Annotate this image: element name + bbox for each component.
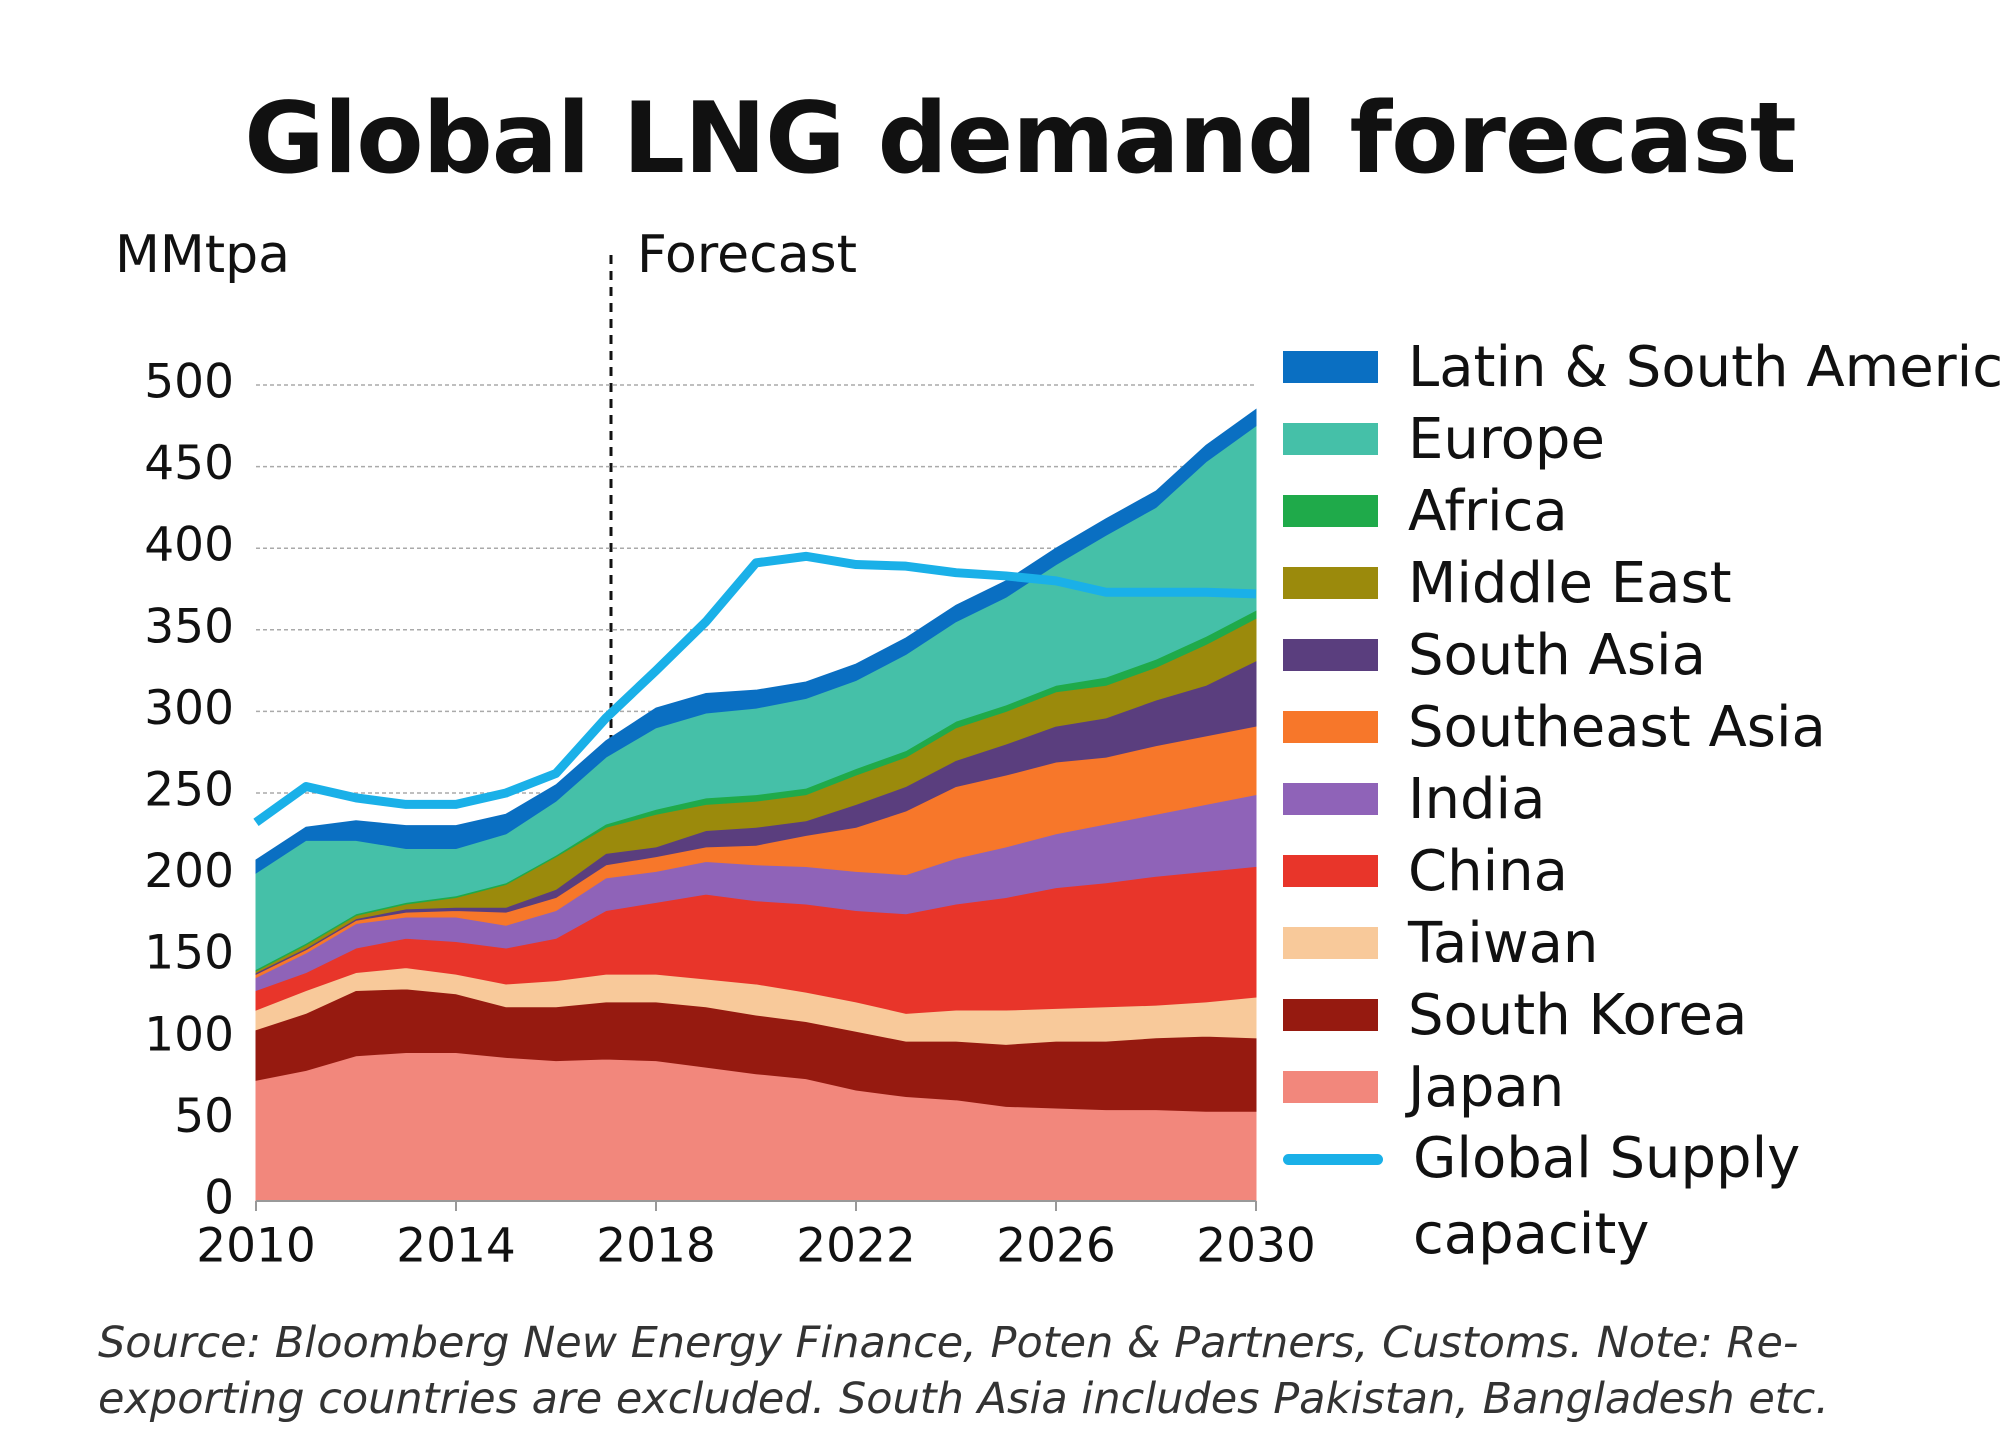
y-tick-label: 400 <box>144 518 234 573</box>
supply-line <box>253 551 1257 827</box>
legend-item: South Korea <box>1283 983 1998 1055</box>
legend-item: Africa <box>1283 479 1998 551</box>
y-tick-label: 450 <box>144 436 234 491</box>
legend-label: China <box>1408 839 1568 904</box>
y-axis-label: MMtpa <box>115 225 290 285</box>
legend-item: India <box>1283 767 1998 839</box>
legend-item: China <box>1283 839 1998 911</box>
legend-item: Japan <box>1283 1055 1998 1127</box>
legend-swatch <box>1283 639 1378 671</box>
chart-title: Global LNG demand forecast <box>244 82 1796 196</box>
legend-label: Japan <box>1408 1055 1565 1120</box>
legend-label: Africa <box>1408 479 1568 544</box>
legend-swatch <box>1283 495 1378 527</box>
legend-swatch <box>1283 999 1378 1031</box>
area <box>255 408 1257 874</box>
y-tick-label: 0 <box>204 1171 234 1226</box>
y-tick-label: 250 <box>144 763 234 818</box>
legend-swatch <box>1283 783 1378 815</box>
legend-item: South Asia <box>1283 623 1998 695</box>
y-tick-label: 200 <box>144 844 234 899</box>
lines <box>253 551 1257 827</box>
x-tick-label: 2014 <box>396 1219 516 1274</box>
legend-swatch <box>1283 423 1378 455</box>
source-note: Source: Bloomberg New Energy Finance, Po… <box>98 1318 1829 1424</box>
y-tick-label: 150 <box>144 926 234 981</box>
y-tick-label: 50 <box>174 1089 234 1144</box>
legend-label: South Korea <box>1408 983 1748 1048</box>
legend-item: Southeast Asia <box>1283 695 1998 767</box>
legend: Latin & South America Europe Africa Middle … <box>1283 335 2000 1267</box>
legend-item: Taiwan <box>1283 911 1998 983</box>
legend-swatch <box>1283 1154 1383 1165</box>
x-tick-label: 2026 <box>996 1219 1116 1274</box>
legend-item: Latin & South America <box>1283 335 2000 407</box>
legend-swatch <box>1283 927 1378 959</box>
legend-item: Middle East <box>1283 551 1998 623</box>
axes: 0 50 100 150 200 250 300 350 400 450 500 2010 2014 20… <box>144 355 1316 1274</box>
legend-swatch <box>1283 1071 1378 1103</box>
legend-swatch <box>1283 711 1378 743</box>
x-tick-label: 2018 <box>596 1219 716 1274</box>
y-tick-label: 350 <box>144 599 234 654</box>
legend-label: Global Supply capacity <box>1413 1126 1801 1267</box>
legend-item: Global Supply capacity <box>1283 1126 1998 1267</box>
y-tick-label: 300 <box>144 681 234 736</box>
legend-swatch <box>1283 351 1378 383</box>
legend-label: Latin & South America <box>1408 335 2000 400</box>
legend-label: Europe <box>1408 407 1605 472</box>
y-tick-label: 500 <box>144 355 234 410</box>
forecast-annotation: Forecast <box>637 225 857 285</box>
legend-label: South Asia <box>1408 623 1706 688</box>
legend-label: Southeast Asia <box>1408 695 1826 760</box>
legend-swatch <box>1283 855 1378 887</box>
legend-item: Europe <box>1283 407 1998 479</box>
areas <box>255 408 1257 1202</box>
x-tick-label: 2030 <box>1196 1219 1316 1274</box>
y-tick-label: 100 <box>144 1007 234 1062</box>
legend-swatch <box>1283 567 1378 599</box>
legend-label: Middle East <box>1408 551 1732 616</box>
x-tick-label: 2022 <box>796 1219 916 1274</box>
x-tick-label: 2010 <box>196 1219 316 1274</box>
legend-label: Taiwan <box>1408 911 1599 976</box>
legend-label: India <box>1408 767 1546 832</box>
